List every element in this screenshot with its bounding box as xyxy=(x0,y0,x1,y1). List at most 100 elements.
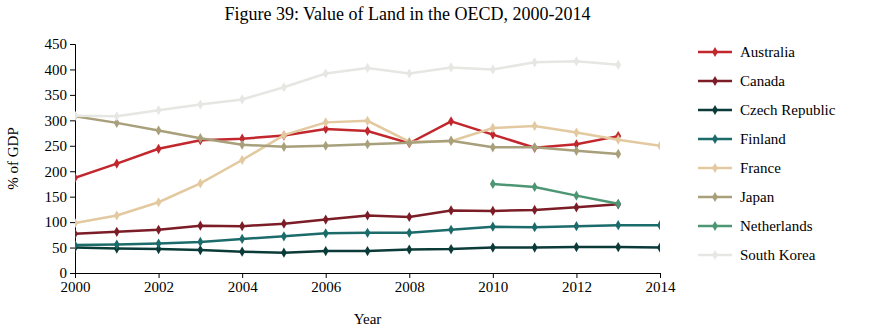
legend-marker xyxy=(712,250,718,260)
x-tick-mark xyxy=(159,273,160,278)
legend-label: Czech Republic xyxy=(740,102,836,118)
series-marker xyxy=(323,117,329,127)
legend-entry: Czech Republic xyxy=(698,102,836,118)
y-tick: 250 xyxy=(45,138,76,154)
x-tick-mark xyxy=(660,273,661,278)
series-marker xyxy=(197,99,203,109)
series-marker xyxy=(490,222,496,232)
series-line xyxy=(493,184,618,204)
series-marker xyxy=(448,136,454,146)
series-marker xyxy=(156,238,162,248)
y-tick-label: 400 xyxy=(45,62,68,78)
series xyxy=(75,56,621,121)
y-tick-label: 200 xyxy=(45,164,68,180)
x-tick-label: 2014 xyxy=(646,279,677,295)
series-marker xyxy=(657,242,660,252)
plot-area xyxy=(75,56,660,258)
chart-container: Figure 39: Value of Land in the OECD, 20… xyxy=(0,0,895,332)
series-marker xyxy=(406,212,412,222)
legend-entry: France xyxy=(698,160,781,176)
series-marker xyxy=(573,146,579,156)
series-marker xyxy=(197,221,203,231)
y-tick-mark xyxy=(70,171,75,172)
y-tick: 0 xyxy=(60,265,76,281)
x-tick: 2002 xyxy=(144,273,174,295)
series-marker xyxy=(156,105,162,115)
y-tick-mark xyxy=(70,95,75,96)
series-line xyxy=(75,61,618,116)
y-tick: 100 xyxy=(45,214,76,230)
legend-label: Canada xyxy=(740,73,785,89)
y-tick: 50 xyxy=(52,240,75,256)
series-marker xyxy=(365,246,371,256)
series-marker xyxy=(448,136,454,146)
series-marker xyxy=(156,125,162,135)
series-marker xyxy=(615,220,621,230)
x-tick-label: 2004 xyxy=(228,279,259,295)
legend-marker xyxy=(712,105,718,115)
series-marker xyxy=(406,68,412,78)
series-marker xyxy=(573,242,579,252)
series-marker xyxy=(239,155,245,165)
series-marker xyxy=(532,222,538,232)
series-marker xyxy=(281,131,287,141)
legend-label: Finland xyxy=(740,131,786,147)
series-marker xyxy=(114,239,120,249)
y-tick: 200 xyxy=(45,164,76,180)
x-tick-mark xyxy=(576,273,577,278)
x-tick-mark xyxy=(326,273,327,278)
series-marker xyxy=(448,62,454,72)
series-marker xyxy=(365,210,371,220)
y-tick-mark xyxy=(70,222,75,223)
y-tick-mark xyxy=(70,273,75,274)
series-marker xyxy=(114,210,120,220)
series-marker xyxy=(490,179,496,189)
series-marker xyxy=(239,140,245,150)
series-marker xyxy=(197,133,203,143)
series xyxy=(75,116,660,228)
y-tick-label: 50 xyxy=(52,240,67,256)
series-marker xyxy=(490,142,496,152)
x-tick-label: 2002 xyxy=(144,279,174,295)
series-marker xyxy=(75,240,78,250)
x-tick: 2008 xyxy=(395,273,425,295)
legend-label: Netherlands xyxy=(740,218,813,234)
x-tick-label: 2006 xyxy=(311,279,342,295)
x-tick: 2010 xyxy=(478,273,508,295)
series-marker xyxy=(490,64,496,74)
series-marker xyxy=(615,199,621,209)
series-marker xyxy=(281,219,287,229)
y-tick-mark xyxy=(70,69,75,70)
chart-svg: Figure 39: Value of Land in the OECD, 20… xyxy=(0,0,895,332)
series-marker xyxy=(490,206,496,216)
series-marker xyxy=(615,135,621,145)
y-tick-mark xyxy=(70,197,75,198)
legend: Australia Canada Czech Republic Finland Fran… xyxy=(698,44,836,263)
legend-marker xyxy=(712,163,718,173)
y-axis-line xyxy=(70,45,76,274)
series xyxy=(75,111,621,159)
series-marker xyxy=(448,116,454,126)
x-tick-label: 2010 xyxy=(478,279,508,295)
series-marker xyxy=(615,149,621,159)
series-marker xyxy=(323,228,329,238)
legend-entry: Finland xyxy=(698,131,786,147)
series-marker xyxy=(323,214,329,224)
legend-entry: Australia xyxy=(698,44,795,60)
x-tick: 2012 xyxy=(562,273,592,295)
y-tick-mark xyxy=(70,248,75,249)
series-marker xyxy=(448,244,454,254)
series-marker xyxy=(323,141,329,151)
series-marker xyxy=(281,142,287,152)
series-marker xyxy=(657,220,660,230)
y-tick: 300 xyxy=(45,113,76,129)
series-marker xyxy=(573,221,579,231)
y-tick-mark xyxy=(70,44,75,45)
series-line xyxy=(75,225,660,245)
series-marker xyxy=(75,111,78,121)
y-tick-label: 0 xyxy=(60,265,68,281)
x-tick-mark xyxy=(242,273,243,278)
legend-label: Australia xyxy=(740,44,795,60)
y-tick-label: 450 xyxy=(45,36,68,52)
y-tick-label: 250 xyxy=(45,138,68,154)
